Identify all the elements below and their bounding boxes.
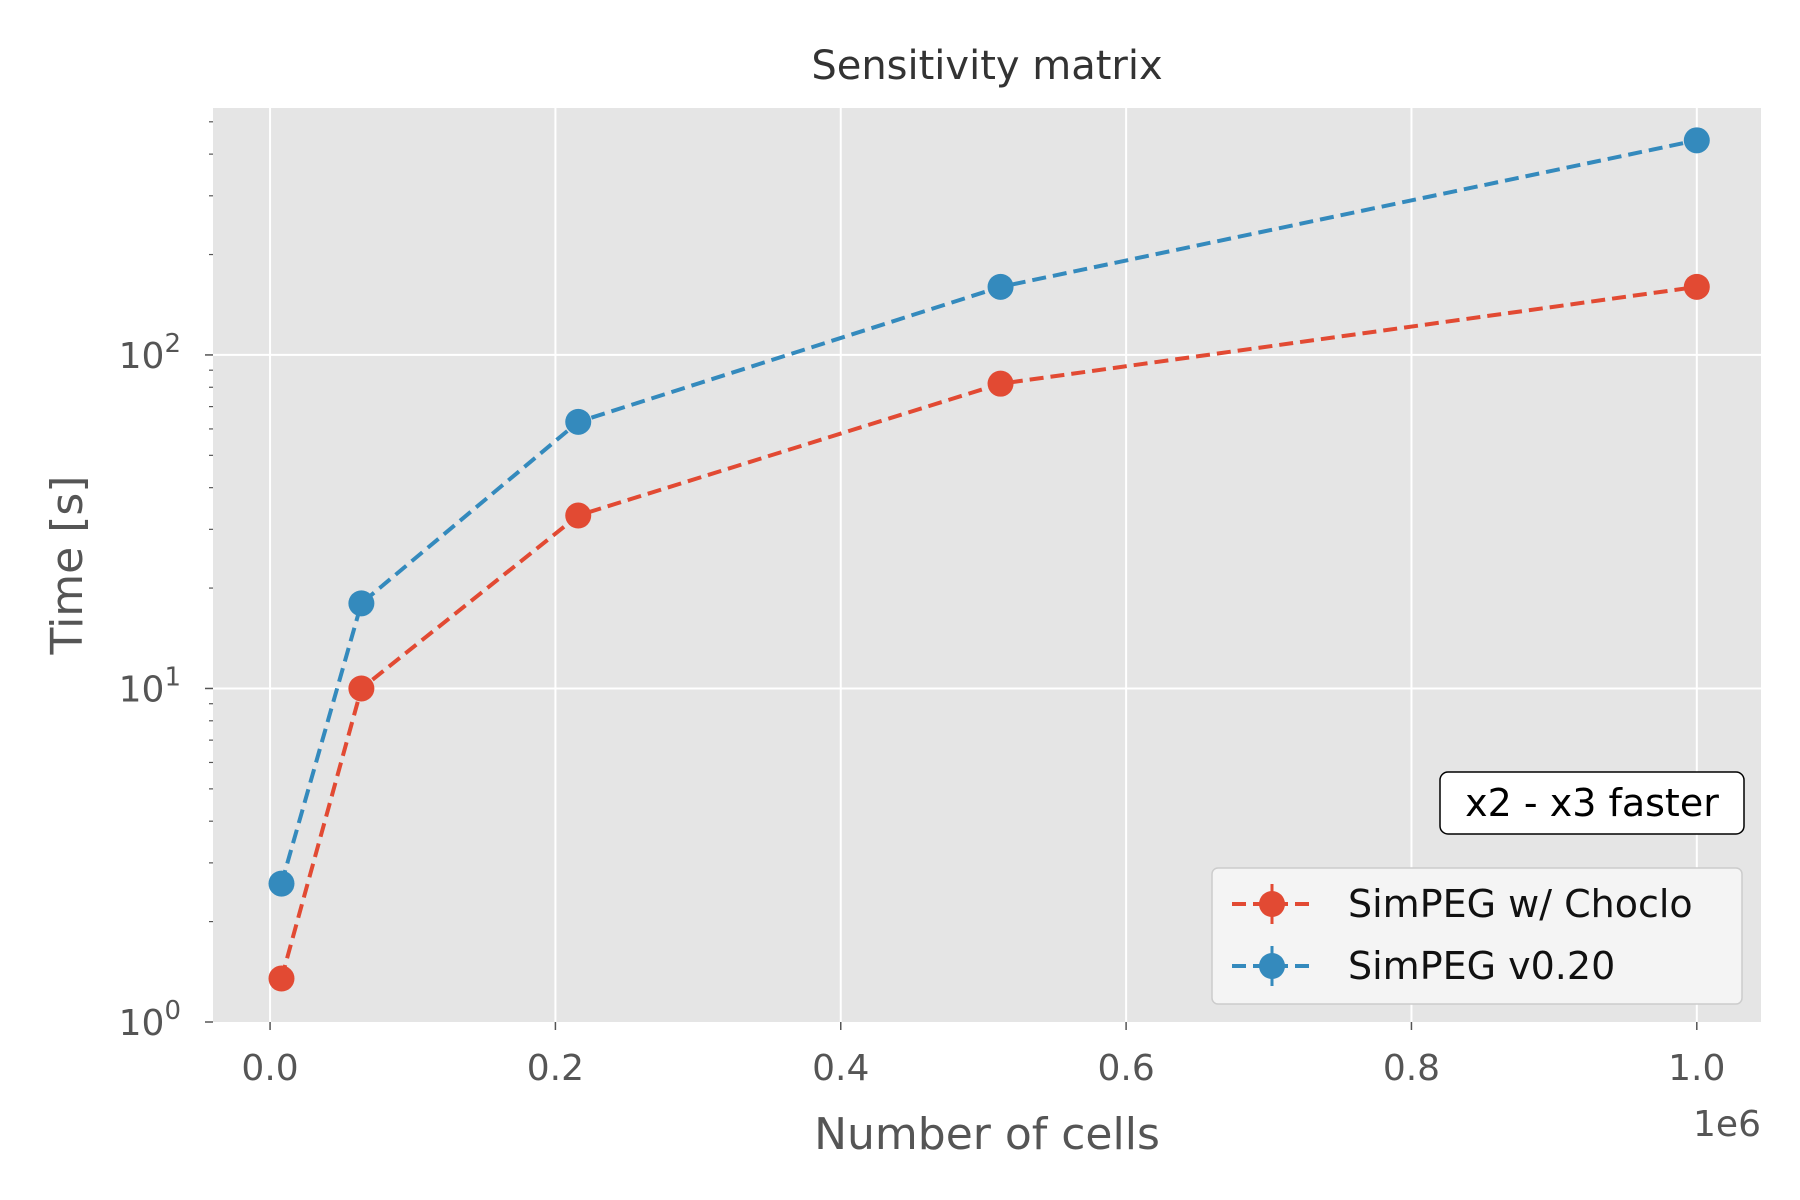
series-1-point — [1683, 273, 1710, 300]
series-2-point — [565, 408, 592, 435]
y-axis-label: Time [s] — [42, 476, 93, 656]
legend-label-2: SimPEG v0.20 — [1348, 944, 1615, 988]
series-2-point — [268, 870, 295, 897]
legend-frame — [1211, 867, 1743, 1005]
x-tick-label: 0.0 — [241, 1048, 298, 1089]
legend: SimPEG w/ Choclo SimPEG v0.20 — [1211, 867, 1743, 1005]
x-axis-label: Number of cells — [814, 1109, 1160, 1160]
legend-marker-2 — [1259, 953, 1285, 979]
x-tick-label: 0.2 — [527, 1048, 584, 1089]
tick-layer: 0.0 0.2 0.4 0.6 0.8 1.0 100 101 102 — [119, 121, 1725, 1089]
annotation-text: x2 - x3 faster — [1465, 781, 1719, 825]
x-tick-label: 0.8 — [1383, 1048, 1440, 1089]
y-tick-label: 102 — [119, 329, 181, 377]
y-tick-label: 100 — [119, 996, 181, 1044]
series-1-point — [268, 965, 295, 992]
x-tick-label: 0.4 — [812, 1048, 869, 1089]
chart-title: Sensitivity matrix — [811, 43, 1162, 89]
x-tick-label: 0.6 — [1097, 1048, 1154, 1089]
y-tick-label: 101 — [119, 662, 181, 710]
series-2-point — [1683, 127, 1710, 154]
series-1-point — [348, 675, 375, 702]
series-layer — [268, 127, 1710, 992]
legend-label-1: SimPEG w/ Choclo — [1348, 882, 1693, 926]
series-2-point — [987, 273, 1014, 300]
legend-marker-1 — [1259, 891, 1285, 917]
annotation-box: x2 - x3 faster — [1439, 771, 1745, 835]
x-tick-label: 1.0 — [1668, 1048, 1725, 1089]
series-2-point — [348, 590, 375, 617]
x-axis-offset-label: 1e6 — [1693, 1104, 1761, 1145]
series-1-point — [987, 370, 1014, 397]
series-1-point — [565, 502, 592, 529]
